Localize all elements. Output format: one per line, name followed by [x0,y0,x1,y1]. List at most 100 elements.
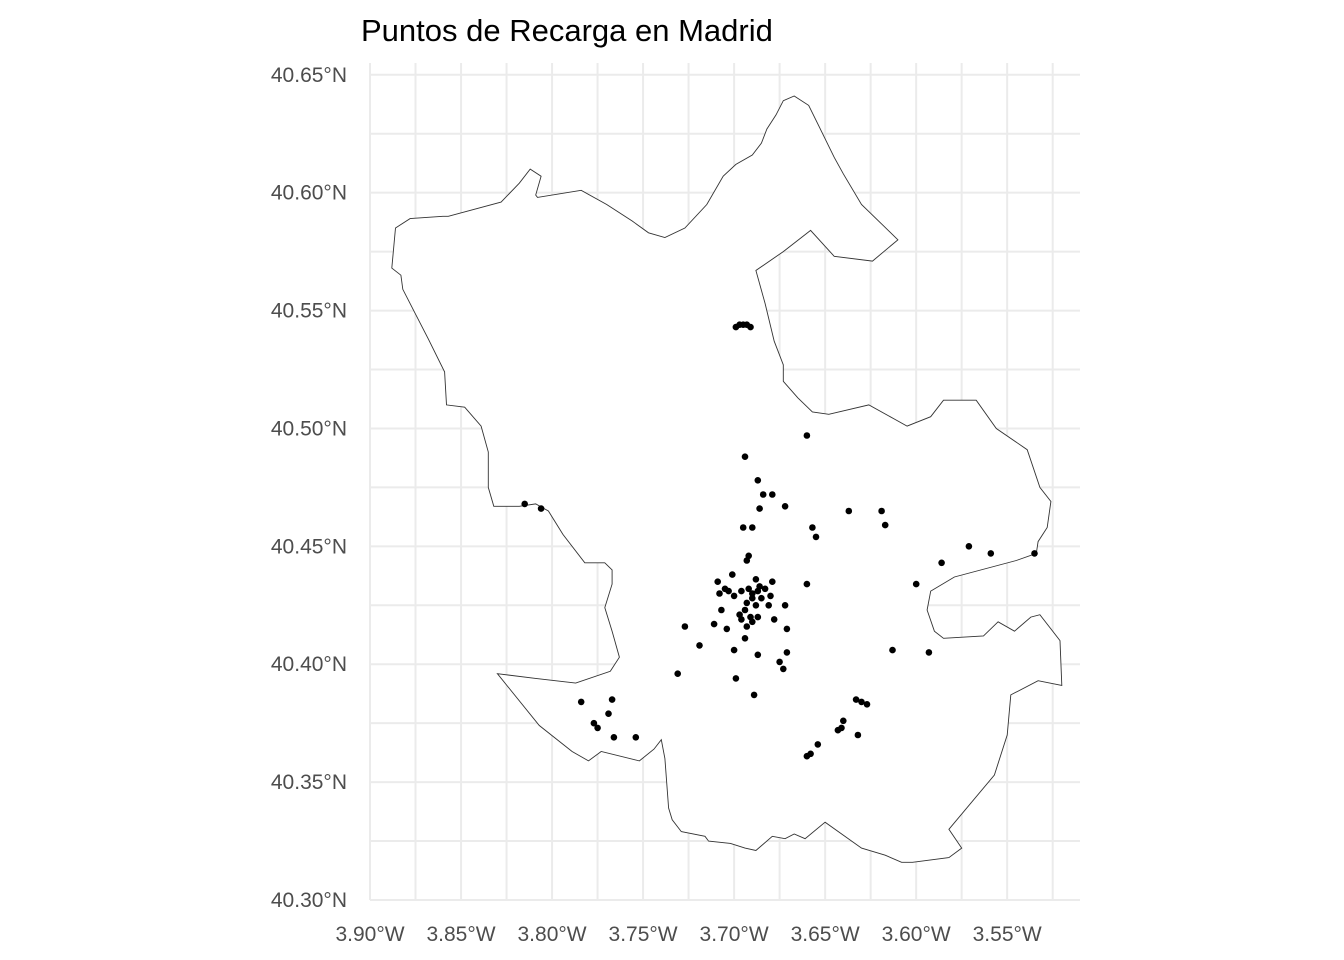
charging-point [754,651,762,659]
charging-point [765,602,772,609]
y-tick-label: 40.35°N [271,771,347,794]
charging-point [756,505,763,512]
charging-point [780,665,787,673]
charging-point [537,505,545,512]
charging-point [738,616,745,623]
charging-point [803,580,811,588]
charging-point [814,741,822,748]
charging-point [730,646,738,654]
charging-point [743,623,751,630]
charging-point [716,590,723,597]
charging-point [749,590,756,597]
y-tick-label: 40.40°N [271,653,347,676]
charging-point [752,576,760,583]
charging-point [881,521,889,529]
charging-point [750,691,758,699]
charging-point [674,670,681,677]
charging-point [776,658,783,666]
charging-point [889,646,896,654]
charging-point [770,616,778,623]
charging-point [745,585,752,593]
map-layer [391,95,1063,863]
y-tick-label: 40.30°N [271,889,347,912]
charging-point [741,606,749,614]
charging-point [749,524,756,531]
charging-point [761,585,769,593]
charging-point [749,618,756,626]
charging-point [732,675,740,682]
charging-point [783,625,791,633]
charging-point [845,507,853,515]
charging-point [987,550,995,557]
charging-points [521,321,1038,760]
y-tick-label: 40.60°N [271,182,347,205]
charging-point [730,592,738,600]
charging-point [767,592,774,600]
charging-point [605,710,612,717]
charging-point [840,717,847,725]
charging-point [610,734,618,741]
charging-point [758,594,765,602]
charging-point [803,752,811,760]
charging-point [577,698,585,706]
y-tick-label: 40.65°N [271,64,347,87]
charging-point [878,507,885,515]
charging-point [743,599,751,607]
madrid-boundary [391,95,1063,863]
charging-point [741,635,749,642]
charging-point [912,580,920,588]
charging-point [754,587,762,595]
charging-point [834,726,842,734]
charging-point [521,500,528,508]
charging-point [781,602,789,609]
charging-point [725,587,732,595]
charging-point [718,606,725,614]
charging-point [632,734,640,741]
x-tick-label: 3.80°W [518,923,587,946]
charging-point [745,552,752,560]
charging-point [858,698,865,706]
charging-point [696,642,703,649]
charging-point [769,491,776,498]
charging-point [741,453,749,461]
charging-point [714,578,721,585]
charging-point [747,323,754,331]
x-tick-label: 3.70°W [700,923,769,946]
x-axis-tick-labels: 3.90°W 3.85°W 3.80°W 3.75°W 3.70°W 3.65°W 3.60… [335,923,1041,946]
charging-point [752,602,760,609]
charging-point [594,724,601,732]
charging-point [710,620,718,628]
x-tick-label: 3.85°W [426,923,495,946]
x-tick-label: 3.55°W [973,923,1042,946]
charging-point [783,649,791,656]
y-tick-label: 40.50°N [271,417,347,440]
y-axis-tick-labels: 40.30°N 40.35°N 40.40°N 40.45°N 40.50°N 40.55… [271,64,347,912]
charging-point [925,649,933,656]
charging-point [854,731,862,739]
charging-point [759,491,767,498]
charging-point [608,696,616,703]
charging-point [738,587,745,595]
charging-point [1031,550,1038,557]
charging-point [938,559,945,567]
charging-point [754,613,762,621]
x-tick-label: 3.75°W [609,923,678,946]
charging-point [681,623,689,630]
chart-title: Puntos de Recarga en Madrid [361,13,773,48]
y-tick-label: 40.55°N [271,300,347,323]
x-tick-label: 3.65°W [791,923,860,946]
charging-point [803,432,811,439]
charging-point [590,719,598,727]
charging-point [809,524,816,531]
charging-point [812,533,820,541]
charging-point [729,571,736,578]
charging-point [781,503,789,510]
x-tick-label: 3.90°W [335,923,404,946]
charging-point [754,477,762,484]
charging-point [749,594,756,602]
y-tick-label: 40.45°N [271,535,347,558]
x-tick-label: 3.60°W [882,923,951,946]
charging-point [769,578,776,585]
charging-point [852,696,860,703]
